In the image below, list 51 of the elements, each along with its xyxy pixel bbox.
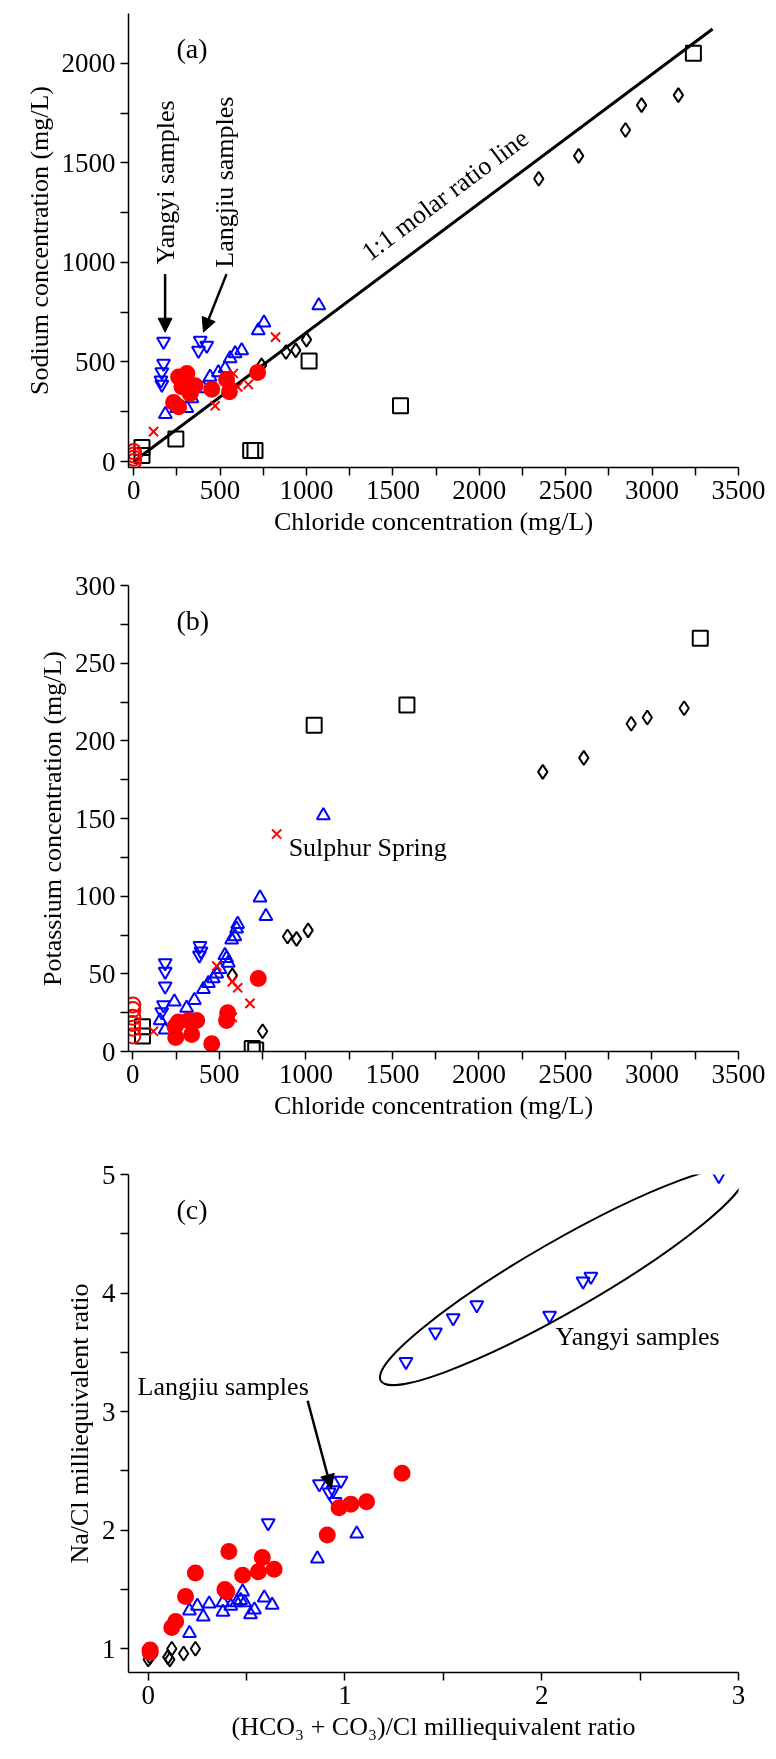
y-tick-label: 150 — [75, 803, 116, 834]
y-axis-title: Sodium concentration (mg/L) — [24, 85, 54, 396]
x-tick-label: 3500 — [711, 1058, 766, 1089]
x-tick-label: 1500 — [365, 1058, 420, 1089]
x-tick-label: 2500 — [538, 474, 593, 505]
x-tick-label: 2 — [534, 1679, 549, 1710]
x-tick-label: 3000 — [625, 474, 680, 505]
y-tick-label: 1000 — [61, 247, 116, 278]
y-tick-label: 4 — [102, 1278, 116, 1309]
y-tick-label: 50 — [88, 958, 116, 989]
x-tick-label: 500 — [199, 474, 241, 505]
y-tick-label: 2 — [102, 1515, 116, 1546]
y-tick-label: 0 — [102, 446, 116, 477]
annotation: Yangyi samples — [150, 100, 180, 265]
annotation: Langjiu samples — [137, 1372, 309, 1402]
annotation: Langjiu samples — [210, 96, 239, 268]
x-tick-label: 2000 — [451, 1058, 506, 1089]
y-tick-label: 2000 — [61, 48, 116, 79]
y-tick-label: 1500 — [61, 147, 116, 178]
x-tick-label: 0 — [126, 1058, 140, 1089]
x-tick-label: 3000 — [624, 1058, 679, 1089]
y-tick-label: 200 — [75, 725, 116, 756]
annotation: Sulphur Spring — [288, 832, 447, 862]
x-tick-label: 1000 — [278, 1058, 333, 1089]
x-tick-label: 3 — [731, 1679, 746, 1710]
x-tick-label: 0 — [141, 1679, 155, 1710]
y-axis-title: Na/Cl milliequivalent ratio — [65, 1283, 94, 1564]
x-tick-label: 1000 — [279, 474, 334, 505]
annotation: Yangyi samples — [555, 1322, 720, 1352]
x-tick-label: 0 — [126, 474, 141, 505]
y-tick-label: 100 — [75, 881, 116, 912]
y-tick-label: 5 — [102, 1159, 116, 1190]
x-tick-label: 500 — [199, 1058, 240, 1089]
x-axis-title: Chloride concentration (mg/L) — [273, 1090, 594, 1120]
y-tick-label: 3 — [102, 1396, 116, 1427]
x-tick-label: 3500 — [711, 474, 766, 505]
y-tick-label: 0 — [102, 1036, 116, 1067]
x-tick-label: 1500 — [365, 474, 420, 505]
x-tick-label: 1 — [338, 1679, 352, 1710]
y-tick-label: 250 — [75, 648, 116, 679]
text: (b) — [176, 605, 210, 636]
y-tick-label: 300 — [75, 570, 116, 601]
x-tick-label: 2000 — [452, 474, 507, 505]
x-axis-title: Chloride concentration (mg/L) — [273, 506, 594, 536]
y-axis-title: Potassium concentration (mg/L) — [38, 650, 67, 987]
y-tick-label: 1 — [102, 1633, 116, 1664]
x-tick-label: 2500 — [538, 1058, 593, 1089]
text: (a) — [176, 33, 208, 64]
x-axis-title: (HCO₃ + CO₃)/Cl milliequivalent ratio — [231, 1711, 636, 1741]
y-tick-label: 500 — [75, 346, 116, 377]
text: (c) — [176, 1194, 208, 1225]
